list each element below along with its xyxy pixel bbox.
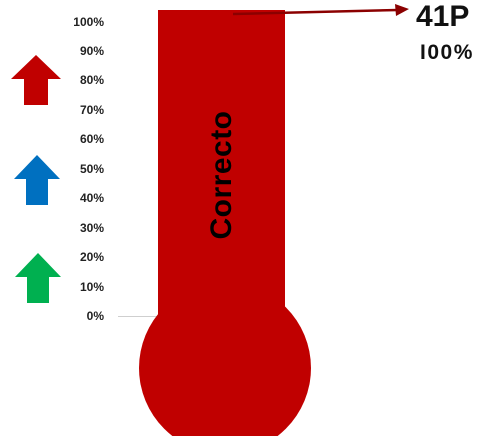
tick-label: 60% [79, 132, 104, 146]
tick-label: 80% [79, 73, 104, 87]
blue-up-arrow-shape [14, 155, 60, 205]
thermometer-tube [158, 10, 285, 328]
blue-up-arrow-icon [14, 155, 60, 205]
tick-label: 40% [79, 191, 104, 205]
readout-pointer-arrowhead [395, 4, 409, 16]
readout-percent: I00% [420, 41, 474, 64]
tick-label: 10% [79, 280, 104, 294]
thermometer-label: Correcto [205, 110, 238, 240]
green-up-arrow-icon [15, 253, 61, 303]
tick-label: 30% [79, 221, 104, 235]
readout-pointer-line [232, 8, 399, 16]
tick-label: 90% [79, 44, 104, 58]
red-up-arrow-shape [11, 55, 61, 105]
thermometer-bulb [139, 282, 311, 436]
tick-label: 100% [73, 15, 104, 29]
tick-label: 20% [79, 250, 104, 264]
tick-label: 0% [86, 309, 104, 323]
tick-label: 50% [79, 162, 104, 176]
green-up-arrow-shape [15, 253, 61, 303]
zero-baseline [118, 316, 188, 317]
percent-scale: 100% 90% 80% 70% 60% 50% 40% 30% 20% 10%… [0, 0, 110, 436]
red-up-arrow-icon [11, 55, 61, 105]
tick-label: 70% [79, 103, 104, 117]
readout-value: 41P [416, 0, 470, 33]
